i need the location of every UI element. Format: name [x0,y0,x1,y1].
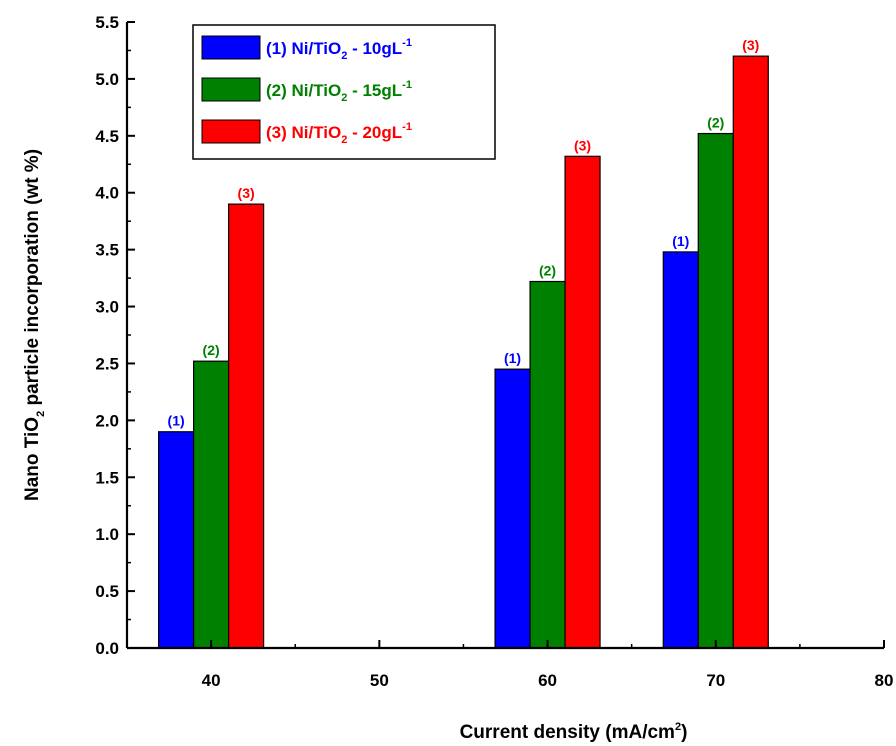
x-tick-label: 80 [875,671,894,690]
x-axis-title: Current density (mA/cm2) [460,721,688,743]
y-tick-label: 3.5 [95,241,119,260]
y-tick-label: 3.0 [95,298,119,317]
x-tick-label: 50 [370,671,389,690]
bar-data-label: (2) [203,342,220,358]
y-tick-label: 4.5 [95,127,119,146]
legend-entry: (3) Ni/TiO2 - 20gL-1 [266,121,412,146]
x-tick-label: 60 [538,671,557,690]
bar-data-label: (1) [672,233,689,249]
bar [662,251,699,649]
y-tick-label: 4.0 [95,184,119,203]
y-tick-label: 2.0 [95,411,119,430]
legend-entry: (2) Ni/TiO2 - 15gL-1 [266,79,412,104]
bar-data-label: (3) [742,37,759,53]
legend: (1) Ni/TiO2 - 10gL-1 (2) Ni/TiO2 - 15gL-1… [192,24,496,160]
bar [158,431,195,649]
y-tick-label: 0.5 [95,582,119,601]
x-tick-label: 70 [706,671,725,690]
y-tick-label: 2.5 [95,354,119,373]
x-tick-label: 40 [202,671,221,690]
bar [529,280,566,649]
bar [494,368,531,649]
bar [228,203,265,649]
bar-data-label: (1) [168,413,185,429]
bar-data-label: (3) [574,137,591,153]
legend-swatch [201,119,261,144]
bar-data-label: (2) [539,263,556,279]
y-tick-label: 0.0 [95,639,119,658]
y-tick-label: 1.5 [95,468,119,487]
legend-swatch [201,77,261,102]
bar [697,132,734,649]
y-tick-label: 5.5 [95,13,119,32]
bar [732,55,769,649]
y-axis-title: Nano TiO2 particle incorporation (wt %) [22,149,47,501]
bar-data-label: (2) [707,115,724,131]
bar [193,360,230,649]
legend-entry: (1) Ni/TiO2 - 10gL-1 [266,37,412,62]
bar-data-label: (1) [504,350,521,366]
legend-swatch [201,35,261,60]
bar-data-label: (3) [238,185,255,201]
bar [564,155,601,649]
y-tick-label: 5.0 [95,70,119,89]
y-tick-label: 1.0 [95,525,119,544]
